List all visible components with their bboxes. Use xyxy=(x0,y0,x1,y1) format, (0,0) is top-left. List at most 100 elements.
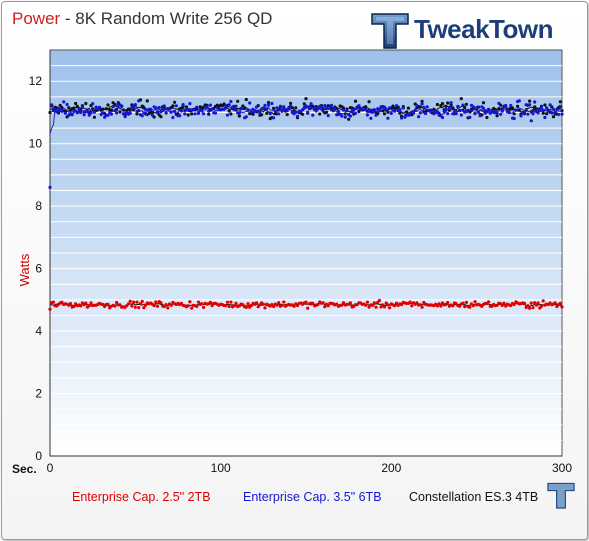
data-point xyxy=(120,104,124,108)
data-point xyxy=(499,112,503,116)
data-point xyxy=(186,108,190,112)
data-point xyxy=(104,107,108,111)
data-point xyxy=(459,97,463,101)
data-point xyxy=(524,103,528,107)
data-point xyxy=(132,300,136,304)
data-point xyxy=(196,300,201,304)
data-point xyxy=(473,111,477,115)
data-point xyxy=(72,106,76,110)
data-point xyxy=(497,101,501,105)
data-point xyxy=(367,100,371,104)
data-point xyxy=(430,108,434,112)
data-point xyxy=(92,110,96,114)
data-point xyxy=(481,106,486,110)
data-point xyxy=(91,102,95,106)
data-point xyxy=(72,304,76,309)
data-point xyxy=(388,306,392,310)
x-axis-label: Sec. xyxy=(12,462,37,476)
data-point xyxy=(374,113,378,117)
data-point xyxy=(528,103,532,107)
data-point xyxy=(123,115,127,119)
data-point xyxy=(497,107,501,111)
data-point xyxy=(410,304,414,308)
data-point xyxy=(485,115,489,120)
data-point xyxy=(166,306,170,310)
data-point xyxy=(101,107,105,111)
data-point xyxy=(87,113,91,117)
data-point xyxy=(179,109,183,113)
data-point xyxy=(80,105,84,109)
data-point xyxy=(423,111,428,116)
data-point xyxy=(401,106,405,110)
data-point xyxy=(541,299,545,303)
data-point xyxy=(282,105,286,109)
data-point xyxy=(164,303,168,307)
data-point xyxy=(193,112,197,116)
data-point xyxy=(321,109,325,113)
data-point xyxy=(222,107,226,111)
data-point xyxy=(115,300,119,305)
data-point xyxy=(265,107,269,111)
data-point xyxy=(79,304,83,308)
data-point xyxy=(280,108,284,112)
data-point xyxy=(82,113,86,117)
data-point xyxy=(135,300,139,304)
data-point xyxy=(381,109,385,113)
data-point xyxy=(58,103,62,107)
data-point xyxy=(376,107,380,111)
data-point xyxy=(261,302,265,306)
data-point xyxy=(171,115,175,120)
data-point xyxy=(244,97,248,102)
data-point xyxy=(417,115,421,119)
y-tick-label: 8 xyxy=(35,199,42,213)
data-point xyxy=(92,115,96,119)
data-point xyxy=(169,110,173,114)
data-point xyxy=(186,113,190,117)
data-point xyxy=(202,112,206,116)
data-point xyxy=(304,300,308,304)
data-point xyxy=(188,300,192,304)
data-point xyxy=(500,109,504,113)
data-point xyxy=(517,99,521,103)
data-point xyxy=(246,302,250,306)
data-point xyxy=(200,302,204,306)
data-point xyxy=(50,103,54,107)
data-point xyxy=(393,304,397,308)
y-axis-label: Watts xyxy=(16,253,32,287)
data-point xyxy=(152,304,156,308)
data-point xyxy=(285,109,289,113)
data-point xyxy=(145,112,149,117)
data-point xyxy=(330,103,334,107)
data-point xyxy=(400,116,404,120)
data-point xyxy=(89,111,93,115)
series-1 xyxy=(48,99,564,189)
data-point xyxy=(161,107,165,111)
data-point xyxy=(553,110,557,114)
data-point xyxy=(551,115,556,119)
data-point xyxy=(314,109,318,113)
data-point xyxy=(227,103,231,107)
data-point xyxy=(340,114,344,118)
data-point xyxy=(208,103,212,107)
data-point xyxy=(464,102,468,106)
data-point xyxy=(135,112,139,116)
data-point xyxy=(295,303,300,308)
data-point xyxy=(149,107,153,111)
data-point xyxy=(382,305,387,309)
data-point xyxy=(289,104,293,108)
data-point xyxy=(522,301,527,305)
data-point xyxy=(186,304,190,308)
data-point xyxy=(154,300,158,304)
data-point xyxy=(224,304,228,308)
data-point xyxy=(116,101,120,105)
data-point xyxy=(67,106,71,110)
data-point xyxy=(449,103,453,107)
data-point xyxy=(77,107,81,111)
data-point xyxy=(109,108,113,112)
data-point xyxy=(137,306,141,310)
data-point xyxy=(536,301,540,305)
data-point xyxy=(266,100,271,105)
data-point xyxy=(538,108,542,112)
data-point xyxy=(536,111,540,115)
